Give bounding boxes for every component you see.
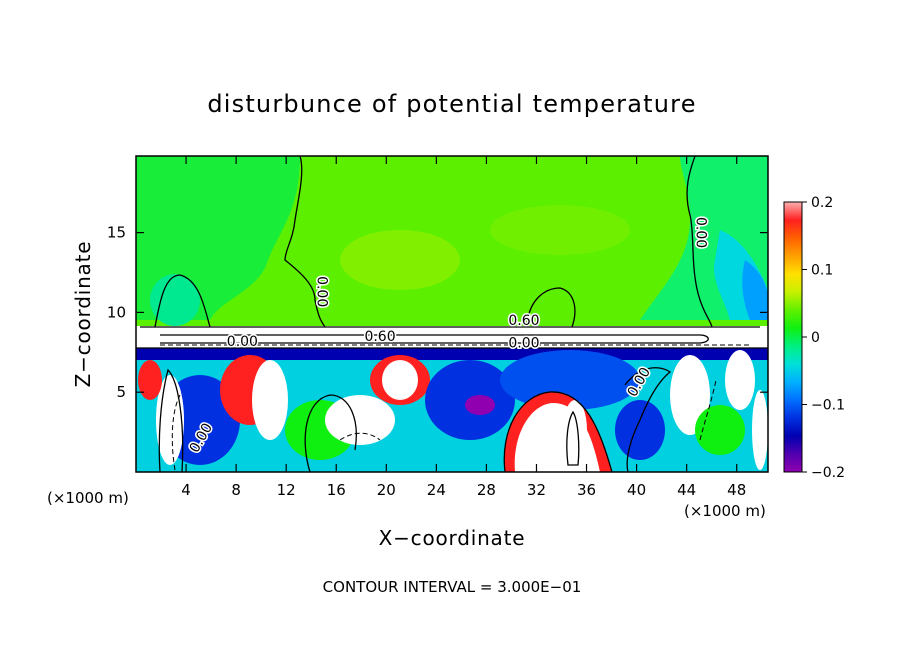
x-tick-label: 36 xyxy=(577,481,596,499)
x-axis: 4 8 12 16 20 24 28 32 36 40 44 48 xyxy=(181,156,746,499)
contour-dashed xyxy=(160,344,750,471)
x-axis-unit-right: (×1000 m) xyxy=(684,502,766,520)
x-axis-label: X−coordinate xyxy=(379,526,526,550)
colorbar-gradient xyxy=(784,202,802,472)
lower-blob-blue-3 xyxy=(500,350,640,410)
x-tick-label: 24 xyxy=(427,481,446,499)
y-axis: 5 10 15 xyxy=(107,224,768,401)
plot-frame xyxy=(135,155,769,473)
x-tick-label: 4 xyxy=(181,481,191,499)
x-tick-label: 48 xyxy=(727,481,746,499)
contour-line xyxy=(624,367,672,472)
contour-label: 0.60 xyxy=(364,329,395,345)
contour-line xyxy=(339,432,381,441)
colorbar: 0.2 0.1 0 −0.1 −0.2 xyxy=(783,195,845,481)
contour-label: 0.00 xyxy=(693,217,709,248)
contour-line xyxy=(158,368,184,472)
colorbar-tick-label: 0.2 xyxy=(811,195,833,211)
upper-patch-right-yellowgreen xyxy=(490,205,630,255)
lower-blob-white-2 xyxy=(325,395,395,445)
lower-blob-white-4 xyxy=(563,400,587,460)
x-tick-label: 40 xyxy=(627,481,646,499)
contour-line xyxy=(304,394,357,472)
lower-blob-red-3 xyxy=(138,360,162,400)
y-tick-label: 5 xyxy=(116,383,126,401)
upper-patch-mid-yellowgreen xyxy=(340,230,460,290)
lower-blob-green-2 xyxy=(695,405,745,455)
x-tick-label: 8 xyxy=(231,481,241,499)
lower-blob-white-8 xyxy=(752,390,768,470)
upper-patch-left-green xyxy=(150,274,200,326)
lower-blob-white-6 xyxy=(725,350,755,410)
lower-blob-white-3 xyxy=(382,360,418,400)
colorbar-tick-label: −0.2 xyxy=(811,465,845,481)
plot-area: 0.000.000.600.600.00 0.000.000.00 xyxy=(136,156,768,472)
contour-line xyxy=(171,394,181,471)
contour-label: 0.00 xyxy=(508,336,539,352)
contour-line xyxy=(160,334,709,344)
y-tick-label: 15 xyxy=(107,224,126,242)
y-axis-label: Z−coordinate xyxy=(71,241,95,388)
contour-interval-note: CONTOUR INTERVAL = 3.000E−01 xyxy=(323,578,582,596)
contour-line xyxy=(686,156,713,328)
chart-title: disturbunce of potential temperature xyxy=(207,90,696,118)
x-tick-label: 32 xyxy=(527,481,546,499)
x-axis-unit-left: (×1000 m) xyxy=(47,489,129,507)
contour-lines xyxy=(136,156,768,472)
lower-blob-blue-4 xyxy=(615,400,665,460)
colorbar-tick-label: 0.1 xyxy=(811,263,833,279)
x-tick-label: 44 xyxy=(677,481,696,499)
colorbar-tick-label: −0.1 xyxy=(811,398,845,414)
x-tick-label: 16 xyxy=(327,481,346,499)
contour-line xyxy=(526,287,576,328)
contour-line xyxy=(699,379,717,441)
contour-line xyxy=(154,274,211,328)
contour-label: 0.00 xyxy=(227,334,258,350)
contour-line xyxy=(284,156,326,328)
lower-blob-white-1 xyxy=(252,360,288,440)
contour-label: 0.60 xyxy=(508,313,539,329)
x-tick-label: 20 xyxy=(377,481,396,499)
x-tick-label: 12 xyxy=(277,481,296,499)
colorbar-ticks: 0.2 0.1 0 −0.1 −0.2 xyxy=(802,195,845,481)
upper-patch-blue xyxy=(742,260,768,320)
x-tick-label: 28 xyxy=(477,481,496,499)
contour-line xyxy=(566,410,580,466)
contour-label: 0.00 xyxy=(313,276,329,307)
lower-blob-purple-1 xyxy=(465,395,495,415)
contour-line xyxy=(503,391,613,472)
y-tick-label: 10 xyxy=(107,303,126,321)
colorbar-tick-label: 0 xyxy=(811,330,820,346)
